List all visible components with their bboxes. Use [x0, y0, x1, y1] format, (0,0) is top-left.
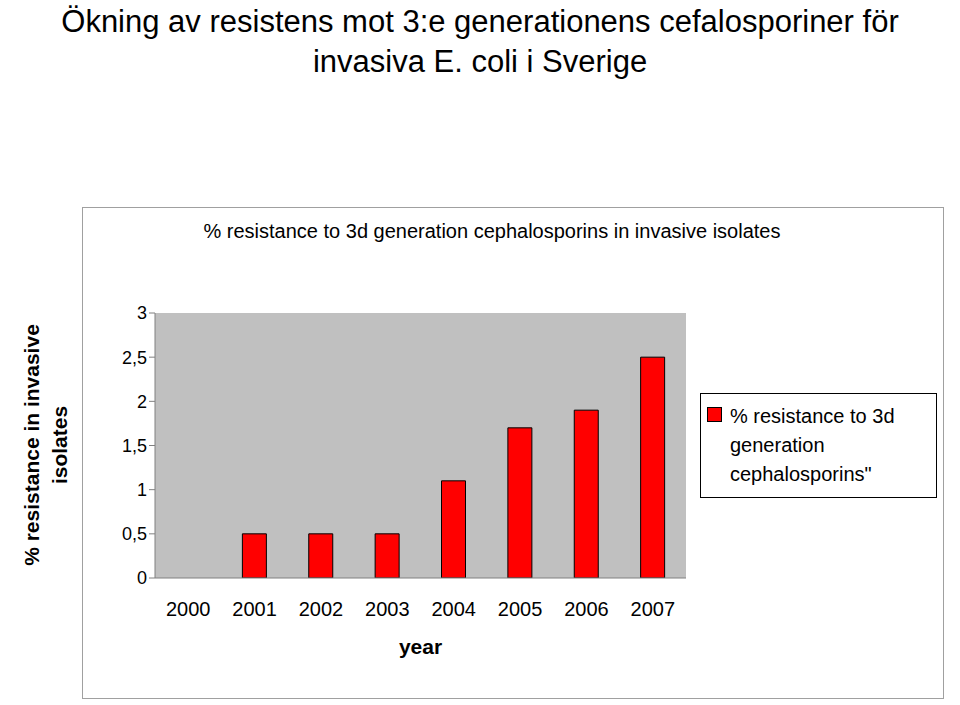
svg-text:2: 2 [137, 392, 147, 412]
svg-text:2006: 2006 [564, 598, 609, 620]
html-text:Ökning av resistens mot 3:e ge: Ökning av resistens mot 3:e generationen… [61, 4, 899, 79]
svg-text:year: year [399, 635, 442, 658]
html-text:% resistance to 3d generation: % resistance to 3d generation cephalospo… [730, 405, 895, 485]
svg-text:2,5: 2,5 [122, 348, 147, 368]
svg-text:2005: 2005 [498, 598, 543, 620]
svg-text:2002: 2002 [299, 598, 344, 620]
svg-text:0: 0 [137, 568, 147, 588]
svg-text:2003: 2003 [365, 598, 410, 620]
svg-text:1: 1 [137, 480, 147, 500]
svg-text:1,5: 1,5 [122, 436, 147, 456]
svg-text:3: 3 [137, 303, 147, 323]
svg-text:2000: 2000 [166, 598, 211, 620]
html-text:% resistance to 3d generation: % resistance to 3d generation cephalospo… [203, 220, 781, 242]
svg-text:2007: 2007 [631, 598, 676, 620]
svg-text:2004: 2004 [431, 598, 476, 620]
html-text:% resistance in invasive isola: % resistance in invasive isolates [20, 324, 71, 566]
svg-text:0,5: 0,5 [122, 524, 147, 544]
svg-text:2001: 2001 [232, 598, 277, 620]
